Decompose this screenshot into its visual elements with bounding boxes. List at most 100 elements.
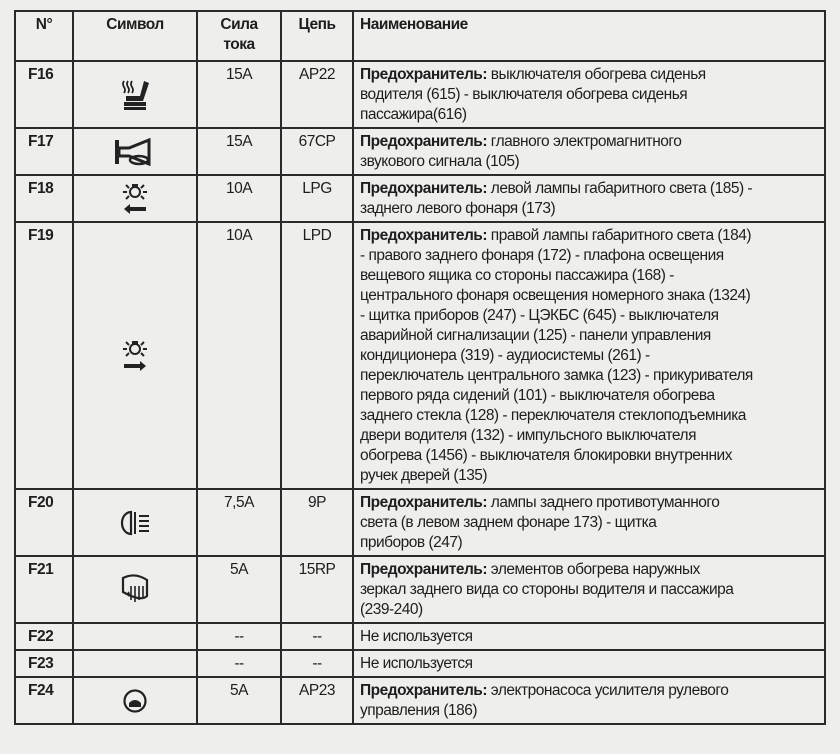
current-rating: -- — [196, 649, 282, 678]
description-text: света (в левом заднем фонаре 173) - щитк… — [360, 514, 657, 531]
fuse-table: N° Символ Сила тока Цепь Наименование F1… — [14, 10, 826, 725]
description-line: двери водителя (132) - импульсного выклю… — [360, 426, 818, 446]
description-line: зеркал заднего вида со стороны водителя … — [360, 580, 818, 600]
description-line: первого ряда сидений (101) - выключателя… — [360, 386, 818, 406]
circuit-code: AP22 — [280, 60, 354, 129]
description-text: обогрева (1456) - выключателя блокировки… — [360, 447, 732, 464]
description-line: Предохранитель: главного электромагнитно… — [360, 132, 818, 152]
fuse-description: Не используется — [352, 649, 826, 678]
description-text: Не используется — [360, 628, 473, 645]
circuit-code: 15RP — [280, 555, 354, 624]
current-rating: -- — [196, 622, 282, 651]
fuse-description: Предохранитель: левой лампы габаритного … — [352, 174, 826, 223]
description-line: Предохранитель: электронасоса усилителя … — [360, 681, 818, 701]
fuse-description: Не используется — [352, 622, 826, 651]
description-text: (239-240) — [360, 601, 423, 618]
description-line: Предохранитель: выключателя обогрева сид… — [360, 65, 818, 85]
fuse-description: Предохранитель: электронасоса усилителя … — [352, 676, 826, 725]
description-line: света (в левом заднем фонаре 173) - щитк… — [360, 513, 818, 533]
horn-icon — [113, 137, 157, 166]
header-current: Сила тока — [196, 10, 282, 62]
description-text: переключатель центрального замка (123) -… — [360, 367, 753, 384]
description-text: кондиционера (319) - аудиосистемы (261) … — [360, 347, 650, 364]
table-row: F22 -- -- Не используется — [14, 622, 826, 651]
description-text: приборов (247) — [360, 534, 463, 551]
circuit-code: AP23 — [280, 676, 354, 725]
description-label: Предохранитель: — [360, 682, 488, 699]
fuse-number: F23 — [14, 649, 74, 678]
description-text: левой лампы габаритного света (185) - — [487, 180, 753, 197]
description-line: вещевого ящика со стороны пассажира (168… — [360, 266, 818, 286]
description-line: Не используется — [360, 627, 818, 647]
description-text: водителя (615) - выключателя обогрева си… — [360, 86, 688, 103]
fuse-description: Предохранитель: элементов обогрева наруж… — [352, 555, 826, 624]
description-line: (239-240) — [360, 600, 818, 620]
symbol-cell — [72, 622, 198, 651]
description-text: ручек дверей (135) — [360, 467, 488, 484]
description-text: вещевого ящика со стороны пассажира (168… — [360, 267, 674, 284]
description-label: Предохранитель: — [360, 133, 488, 150]
description-text: пассажира(616) — [360, 106, 467, 123]
current-rating: 5A — [196, 676, 282, 725]
description-line: Не используется — [360, 654, 818, 674]
current-rating: 15A — [196, 127, 282, 176]
description-text: центрального фонаря освещения номерного … — [360, 287, 751, 304]
description-line: ручек дверей (135) — [360, 466, 818, 486]
description-line: обогрева (1456) - выключателя блокировки… — [360, 446, 818, 466]
left-side-light-icon — [120, 183, 150, 214]
circuit-code: -- — [280, 622, 354, 651]
symbol-cell — [72, 676, 198, 725]
description-line: Предохранитель: правой лампы габаритного… — [360, 226, 818, 246]
circuit-code: 67CP — [280, 127, 354, 176]
description-text: заднего левого фонаря (173) — [360, 200, 556, 217]
description-text: Не используется — [360, 655, 473, 672]
description-text: - щитка приборов (247) - ЦЭКБС (645) - в… — [360, 307, 719, 324]
table-row: F16 15A AP22 Предохранитель: выключателя об… — [14, 60, 826, 129]
description-line: - щитка приборов (247) - ЦЭКБС (645) - в… — [360, 306, 818, 326]
description-label: Предохранитель: — [360, 66, 488, 83]
circuit-code: LPD — [280, 221, 354, 490]
current-rating: 15A — [196, 60, 282, 129]
description-line: центрального фонаря освещения номерного … — [360, 286, 818, 306]
description-line: заднего левого фонаря (173) — [360, 199, 818, 219]
symbol-cell — [72, 127, 198, 176]
heated-mirror-icon — [119, 573, 151, 602]
description-text: элементов обогрева наружных — [487, 561, 701, 578]
table-row: F20 7,5A 9P Предохранитель: лампы заднего п… — [14, 488, 826, 557]
circuit-code: LPG — [280, 174, 354, 223]
fuse-number: F21 — [14, 555, 74, 624]
description-line: кондиционера (319) - аудиосистемы (261) … — [360, 346, 818, 366]
circuit-code: -- — [280, 649, 354, 678]
description-text: первого ряда сидений (101) - выключателя… — [360, 387, 715, 404]
fuse-number: F18 — [14, 174, 74, 223]
description-line: - правого заднего фонаря (172) - плафона… — [360, 246, 818, 266]
table-row: F19 10A LPD Предохранитель: правой лампы га… — [14, 221, 826, 490]
fuse-number: F24 — [14, 676, 74, 725]
description-label: Предохранитель: — [360, 494, 488, 511]
description-text: двери водителя (132) - импульсного выклю… — [360, 427, 696, 444]
description-text: звукового сигнала (105) — [360, 153, 520, 170]
current-rating: 10A — [196, 221, 282, 490]
table-row: F23 -- -- Не используется — [14, 649, 826, 678]
fuse-number: F22 — [14, 622, 74, 651]
description-line: переключатель центрального замка (123) -… — [360, 366, 818, 386]
description-line: звукового сигнала (105) — [360, 152, 818, 172]
symbol-cell — [72, 221, 198, 490]
description-text: управления (186) — [360, 702, 478, 719]
description-line: заднего стекла (128) - переключателя сте… — [360, 406, 818, 426]
description-line: пассажира(616) — [360, 105, 818, 125]
symbol-cell — [72, 555, 198, 624]
fuse-number: F17 — [14, 127, 74, 176]
header-name: Наименование — [352, 10, 826, 62]
current-rating: 7,5A — [196, 488, 282, 557]
symbol-cell — [72, 60, 198, 129]
description-line: Предохранитель: лампы заднего противотум… — [360, 493, 818, 513]
description-line: приборов (247) — [360, 533, 818, 553]
description-label: Предохранитель: — [360, 227, 488, 244]
fuse-description: Предохранитель: главного электромагнитно… — [352, 127, 826, 176]
description-line: аварийной сигнализации (125) - панели уп… — [360, 326, 818, 346]
fuse-description: Предохранитель: лампы заднего противотум… — [352, 488, 826, 557]
description-text: заднего стекла (128) - переключателя сте… — [360, 407, 746, 424]
symbol-cell — [72, 174, 198, 223]
fuse-description: Предохранитель: выключателя обогрева сид… — [352, 60, 826, 129]
